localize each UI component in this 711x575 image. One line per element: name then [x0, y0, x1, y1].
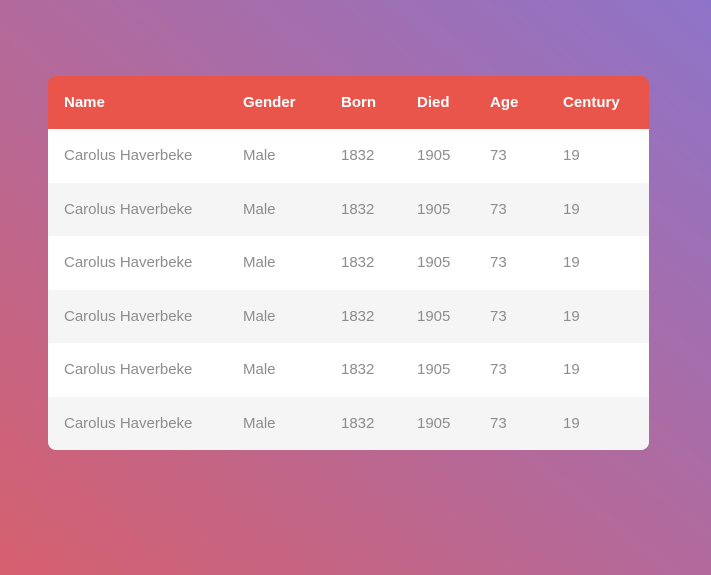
- table-row: Carolus Haverbeke Male 1832 1905 73 19: [48, 396, 649, 450]
- cell-age: 73: [474, 129, 547, 183]
- cell-century: 19: [547, 289, 649, 343]
- cell-age: 73: [474, 396, 547, 450]
- cell-name: Carolus Haverbeke: [48, 182, 227, 236]
- column-header-century: Century: [547, 76, 649, 129]
- column-header-born: Born: [325, 76, 401, 129]
- cell-gender: Male: [227, 182, 325, 236]
- cell-century: 19: [547, 236, 649, 290]
- cell-born: 1832: [325, 182, 401, 236]
- column-header-gender: Gender: [227, 76, 325, 129]
- cell-name: Carolus Haverbeke: [48, 343, 227, 397]
- cell-age: 73: [474, 289, 547, 343]
- cell-century: 19: [547, 396, 649, 450]
- table-row: Carolus Haverbeke Male 1832 1905 73 19: [48, 289, 649, 343]
- table-card: Name Gender Born Died Age Century Carolu…: [48, 76, 649, 450]
- cell-age: 73: [474, 236, 547, 290]
- cell-century: 19: [547, 129, 649, 183]
- table-row: Carolus Haverbeke Male 1832 1905 73 19: [48, 182, 649, 236]
- cell-age: 73: [474, 182, 547, 236]
- cell-century: 19: [547, 343, 649, 397]
- table-header-row: Name Gender Born Died Age Century: [48, 76, 649, 129]
- people-table: Name Gender Born Died Age Century Carolu…: [48, 76, 649, 450]
- column-header-name: Name: [48, 76, 227, 129]
- cell-age: 73: [474, 343, 547, 397]
- cell-name: Carolus Haverbeke: [48, 289, 227, 343]
- cell-born: 1832: [325, 396, 401, 450]
- table-row: Carolus Haverbeke Male 1832 1905 73 19: [48, 129, 649, 183]
- cell-gender: Male: [227, 236, 325, 290]
- cell-born: 1832: [325, 129, 401, 183]
- cell-gender: Male: [227, 129, 325, 183]
- table-row: Carolus Haverbeke Male 1832 1905 73 19: [48, 343, 649, 397]
- cell-died: 1905: [401, 343, 474, 397]
- cell-born: 1832: [325, 343, 401, 397]
- cell-died: 1905: [401, 129, 474, 183]
- column-header-age: Age: [474, 76, 547, 129]
- cell-century: 19: [547, 182, 649, 236]
- cell-name: Carolus Haverbeke: [48, 129, 227, 183]
- cell-died: 1905: [401, 396, 474, 450]
- cell-died: 1905: [401, 289, 474, 343]
- cell-name: Carolus Haverbeke: [48, 236, 227, 290]
- cell-died: 1905: [401, 182, 474, 236]
- cell-died: 1905: [401, 236, 474, 290]
- cell-gender: Male: [227, 343, 325, 397]
- cell-gender: Male: [227, 289, 325, 343]
- cell-born: 1832: [325, 289, 401, 343]
- cell-born: 1832: [325, 236, 401, 290]
- cell-gender: Male: [227, 396, 325, 450]
- table-row: Carolus Haverbeke Male 1832 1905 73 19: [48, 236, 649, 290]
- cell-name: Carolus Haverbeke: [48, 396, 227, 450]
- column-header-died: Died: [401, 76, 474, 129]
